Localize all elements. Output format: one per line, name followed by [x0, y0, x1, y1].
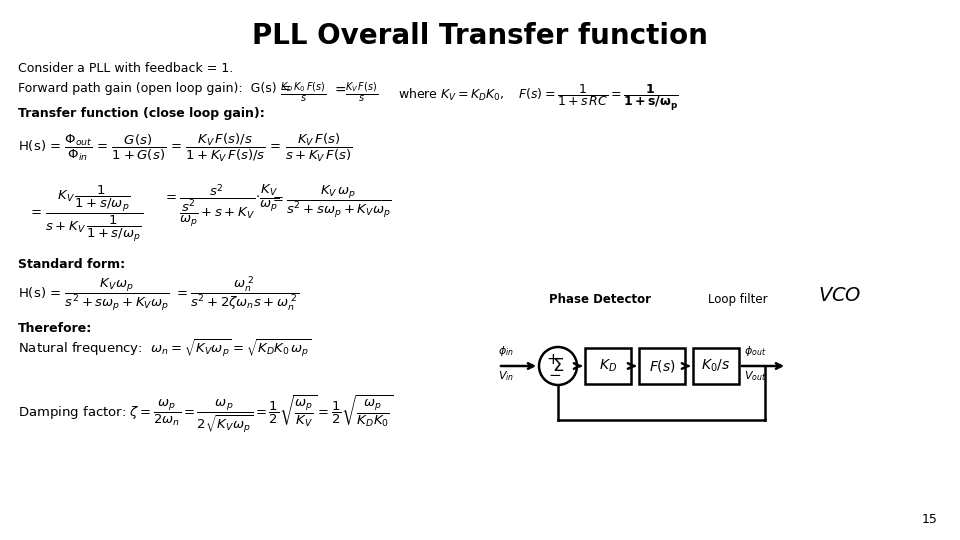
- Text: +: +: [546, 352, 559, 367]
- Text: $= \dfrac{K_V\,\omega_p}{s^2+s\omega_p+K_V\omega_p}$: $= \dfrac{K_V\,\omega_p}{s^2+s\omega_p+K…: [270, 183, 392, 220]
- Text: Standard form:: Standard form:: [18, 258, 125, 271]
- Text: $V_{out}$: $V_{out}$: [744, 369, 767, 383]
- Text: Damping factor: $\zeta = \dfrac{\omega_p}{2\omega_n} = \dfrac{\omega_p}{2\sqrt{K: Damping factor: $\zeta = \dfrac{\omega_p…: [18, 393, 394, 435]
- Text: $\frac{K_D\, K_0\, F(s)}{s}$: $\frac{K_D\, K_0\, F(s)}{s}$: [280, 80, 326, 104]
- Bar: [639, 348, 685, 384]
- Text: Phase Detector: Phase Detector: [549, 293, 651, 306]
- Text: Consider a PLL with feedback = 1.: Consider a PLL with feedback = 1.: [18, 62, 233, 75]
- Text: $K_0/s$: $K_0/s$: [702, 358, 731, 374]
- Bar: [585, 348, 631, 384]
- Text: Forward path gain (open loop gain):  G(s) =: Forward path gain (open loop gain): G(s)…: [18, 82, 291, 95]
- Text: H(s) = $\dfrac{K_V\omega_p}{s^2+s\omega_p+K_V\omega_p}$ $= \dfrac{\omega_n^{\ 2}: H(s) = $\dfrac{K_V\omega_p}{s^2+s\omega_…: [18, 275, 300, 314]
- Text: $=$: $=$: [332, 82, 347, 96]
- Text: $\phi_{out}$: $\phi_{out}$: [744, 344, 766, 358]
- Text: $K_D$: $K_D$: [599, 358, 617, 374]
- Text: = $\dfrac{K_V\,\dfrac{1}{1+s/\omega_p}}{s+K_V\,\dfrac{1}{1+s/\omega_p}}$: = $\dfrac{K_V\,\dfrac{1}{1+s/\omega_p}}{…: [30, 183, 143, 244]
- Text: Loop filter: Loop filter: [708, 293, 768, 306]
- Text: H(s) = $\dfrac{\Phi_{out}}{\Phi_{in}}$ = $\dfrac{G(s)}{1+G(s)}$ = $\dfrac{K_V\,F: H(s) = $\dfrac{\Phi_{out}}{\Phi_{in}}$ =…: [18, 132, 352, 164]
- Text: Therefore:: Therefore:: [18, 322, 92, 335]
- Text: $F(s)$: $F(s)$: [649, 358, 676, 374]
- Text: −: −: [548, 368, 561, 383]
- Text: $\frac{K_V\, F(s)}{s}$: $\frac{K_V\, F(s)}{s}$: [345, 80, 378, 104]
- Bar: [693, 348, 739, 384]
- Text: where $K_V = K_D K_0,$   $F(s) = \dfrac{1}{1+s\,RC} = \dfrac{\mathbf{1}}{\mathbf: where $K_V = K_D K_0,$ $F(s) = \dfrac{1}…: [398, 82, 679, 112]
- Text: PLL Overall Transfer function: PLL Overall Transfer function: [252, 22, 708, 50]
- Text: $= \dfrac{s^2}{\dfrac{s^2}{\omega_p}+s+K_V}\!\cdot\!\dfrac{K_V}{\omega_p}$: $= \dfrac{s^2}{\dfrac{s^2}{\omega_p}+s+K…: [163, 183, 279, 230]
- Text: $\mathit{VCO}$: $\mathit{VCO}$: [818, 286, 862, 305]
- Text: $V_{in}$: $V_{in}$: [498, 369, 515, 383]
- Text: Transfer function (close loop gain):: Transfer function (close loop gain):: [18, 107, 265, 120]
- Text: $\phi_{in}$: $\phi_{in}$: [498, 344, 514, 358]
- Text: Natural frequency:  $\omega_n = \sqrt{K_V\omega_p} = \sqrt{K_D K_0\,\omega_p}$: Natural frequency: $\omega_n = \sqrt{K_V…: [18, 338, 312, 360]
- Text: 15: 15: [923, 513, 938, 526]
- Text: $\Sigma$: $\Sigma$: [552, 357, 564, 375]
